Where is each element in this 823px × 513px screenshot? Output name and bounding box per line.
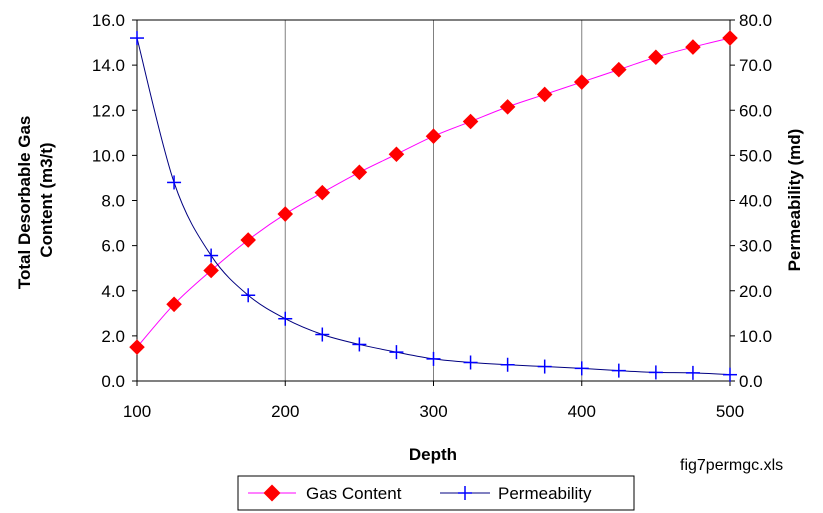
y-right-tick-label-10.0: 10.0 [739, 327, 772, 346]
point-gas-content-275 [388, 146, 405, 163]
point-gas-content-350 [499, 99, 516, 115]
point-gas-content-300 [425, 128, 442, 144]
point-permeability-100 [130, 31, 144, 46]
y-right-tick-label-20.0: 20.0 [739, 282, 772, 301]
point-permeability-225 [315, 327, 330, 342]
point-gas-content-125 [166, 296, 182, 313]
y-left-tick-label-4.0: 4.0 [101, 282, 125, 301]
legend-box [237, 475, 635, 511]
y-left-tick-label-0.0: 0.0 [101, 372, 125, 391]
point-permeability-400 [574, 361, 589, 376]
y-left-tick-label-10.0: 10.0 [92, 146, 125, 165]
point-gas-content-425 [611, 61, 627, 78]
y-axis-left: 0.0 2.0 4.0 6.0 8.0 10.0 12.0 14.0 16.0 [92, 11, 137, 391]
point-gas-content-175 [240, 232, 256, 248]
y-left-tick-label-2.0: 2.0 [101, 327, 125, 346]
x-tick-label-200: 200 [271, 402, 299, 421]
legend-marker-gas-content [263, 484, 281, 502]
point-permeability-350 [500, 357, 515, 372]
y-axis-right-title: Permeability (md) [785, 129, 804, 272]
file-note: fig7permgc.xls [680, 457, 783, 474]
point-permeability-425 [611, 363, 626, 378]
point-gas-content-450 [648, 49, 664, 66]
gridlines [284, 20, 583, 381]
y-right-tick-label-50.0: 50.0 [739, 146, 772, 165]
y-axis-left-title: Total Desorbable Gas Content (m3/t) [15, 111, 56, 289]
x-tick-label-400: 400 [568, 402, 596, 421]
point-permeability-200 [278, 311, 293, 326]
point-permeability-325 [463, 355, 478, 370]
point-permeability-500 [723, 367, 737, 382]
point-permeability-150 [204, 248, 219, 263]
point-gas-content-250 [351, 164, 368, 181]
y-left-tick-label-14.0: 14.0 [92, 56, 125, 75]
legend: Gas Content Permeability [237, 475, 635, 511]
x-tick-label-100: 100 [123, 402, 151, 421]
point-permeability-125 [167, 175, 182, 190]
point-permeability-175 [241, 288, 256, 303]
legend-label-gas-content: Gas Content [306, 484, 402, 503]
y-right-tick-label-40.0: 40.0 [739, 192, 772, 211]
point-gas-content-200 [277, 206, 294, 222]
legend-marker-permeability [458, 486, 472, 500]
y-right-tick-label-80.0: 80.0 [739, 11, 772, 30]
point-permeability-275 [389, 345, 404, 360]
y-right-tick-label-0.0: 0.0 [739, 372, 763, 391]
point-gas-content-100 [129, 339, 145, 355]
point-permeability-300 [426, 351, 441, 366]
point-permeability-250 [352, 337, 367, 352]
x-tick-label-300: 300 [419, 402, 447, 421]
y-left-tick-label-8.0: 8.0 [101, 192, 125, 211]
point-gas-content-150 [203, 262, 219, 279]
point-gas-content-500 [722, 30, 738, 46]
point-permeability-475 [685, 365, 700, 380]
y-right-tick-label-70.0: 70.0 [739, 56, 772, 75]
y-right-tick-label-30.0: 30.0 [739, 237, 772, 256]
point-permeability-450 [648, 365, 663, 380]
point-gas-content-375 [536, 86, 553, 103]
y-right-tick-label-60.0: 60.0 [739, 101, 772, 120]
y-left-tick-label-16.0: 16.0 [92, 11, 125, 30]
y-left-tick-label-6.0: 6.0 [101, 237, 125, 256]
y-axis-left-title-line-2: Content (m3/t) [37, 142, 56, 257]
y-axis-right: 0.0 10.0 20.0 30.0 40.0 50.0 60.0 70.0 80.0 [730, 11, 772, 391]
point-gas-content-400 [573, 74, 590, 90]
point-permeability-375 [537, 359, 552, 374]
y-left-tick-label-12.0: 12.0 [92, 101, 125, 120]
x-tick-label-500: 500 [716, 402, 744, 421]
legend-label-permeability: Permeability [498, 484, 592, 503]
point-gas-content-475 [685, 39, 701, 55]
point-gas-content-225 [314, 184, 331, 201]
x-axis-title: Depth [409, 445, 457, 464]
y-axis-left-title-line-1: Total Desorbable Gas [15, 116, 34, 290]
x-axis: 100 200 300 400 500 [123, 381, 744, 421]
point-gas-content-325 [462, 113, 479, 130]
